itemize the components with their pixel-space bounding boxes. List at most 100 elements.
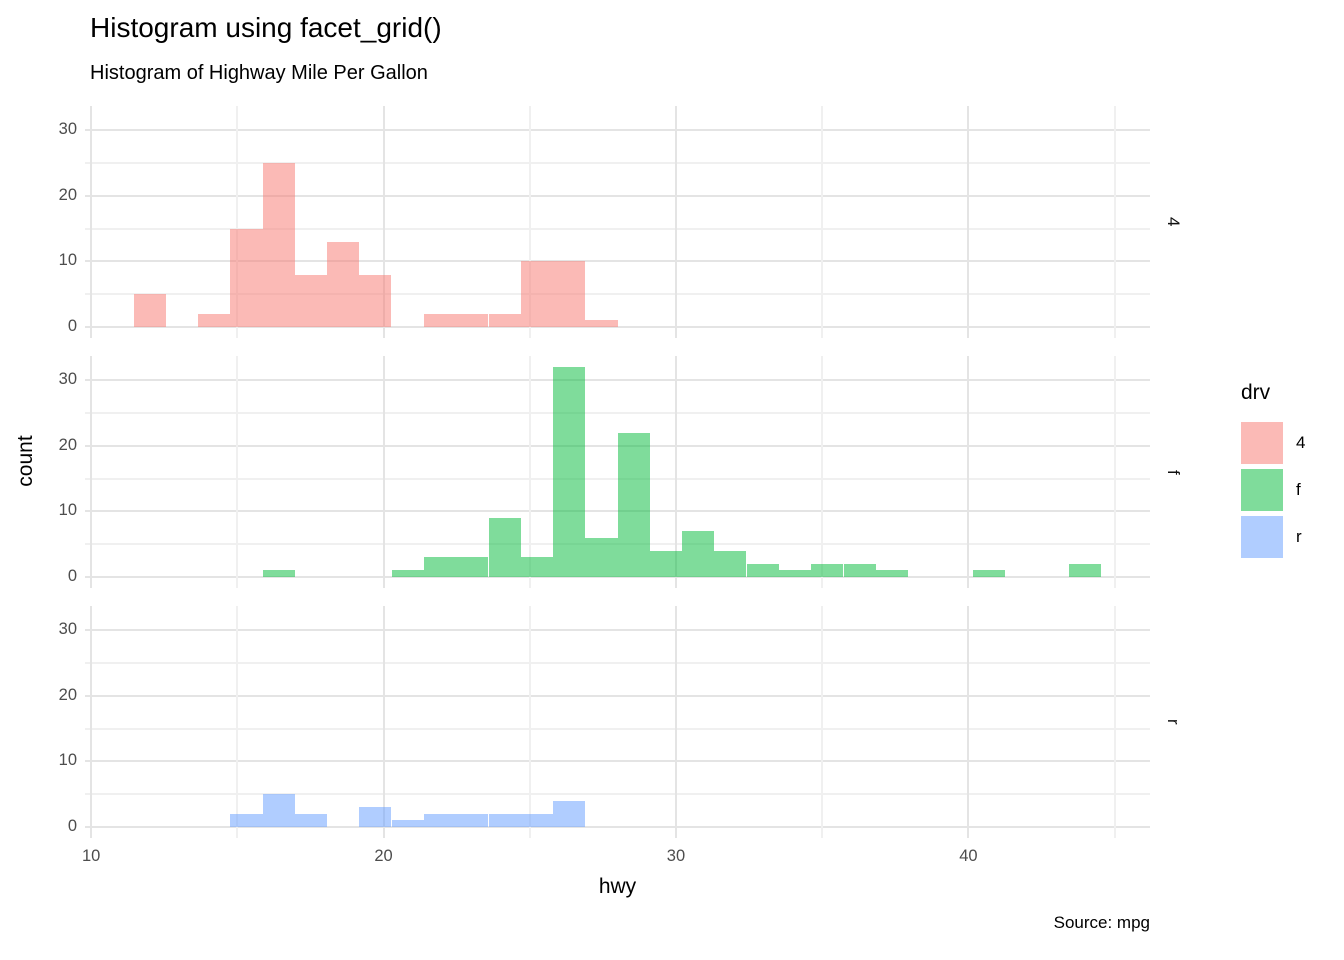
- histogram-bar: [843, 563, 876, 577]
- legend-item-r: r: [1241, 516, 1305, 558]
- gridline-major-horizontal: [85, 129, 1150, 132]
- histogram-bar: [423, 313, 457, 327]
- histogram-bar: [456, 557, 489, 577]
- legend-item-f: f: [1241, 469, 1305, 511]
- gridline-major-horizontal: [85, 760, 1150, 763]
- legend-title: drv: [1241, 381, 1271, 404]
- histogram-bar: [456, 313, 489, 327]
- histogram-bar: [520, 557, 553, 577]
- gridline-major-vertical: [967, 606, 970, 838]
- gridline-minor-horizontal: [85, 793, 1150, 796]
- gridline-major-vertical: [967, 356, 970, 588]
- histogram-bar: [391, 570, 424, 577]
- legend-swatch: [1241, 516, 1283, 558]
- histogram-bar: [746, 563, 779, 577]
- y-tick-label: 30: [58, 620, 77, 639]
- gridline-minor-vertical: [236, 106, 239, 338]
- gridline-major-vertical: [967, 106, 970, 338]
- y-tick-label: 10: [58, 751, 77, 770]
- gridline-major-vertical: [674, 106, 677, 338]
- histogram-bar: [585, 320, 618, 327]
- histogram-bar: [262, 570, 295, 577]
- legend-items: 4 f r: [1241, 422, 1305, 558]
- gridline-major-vertical: [382, 106, 385, 338]
- legend-label: f: [1296, 480, 1301, 499]
- y-tick-label: 30: [58, 370, 77, 389]
- legend-swatch: [1241, 422, 1283, 464]
- gridline-minor-horizontal: [85, 227, 1150, 230]
- y-tick-label: 20: [58, 685, 77, 704]
- legend: drv 4 f r: [1241, 381, 1305, 563]
- y-axis-title: count: [14, 435, 37, 487]
- histogram-bar: [585, 537, 618, 577]
- y-tick-label: 20: [58, 185, 77, 204]
- gridline-minor-horizontal: [85, 661, 1150, 664]
- gridline-major-vertical: [674, 606, 677, 838]
- gridline-major-horizontal: [85, 379, 1150, 382]
- facet-strip-r: r: [1164, 719, 1183, 725]
- histogram-bar: [617, 432, 650, 577]
- gridline-minor-horizontal: [85, 727, 1150, 730]
- histogram-bar: [552, 800, 586, 827]
- histogram-bar: [262, 163, 295, 327]
- histogram-bar: [488, 813, 521, 827]
- y-tick-label: 10: [58, 251, 77, 270]
- histogram-bar: [198, 313, 231, 327]
- gridline-minor-horizontal: [85, 293, 1150, 296]
- histogram-bar: [294, 813, 328, 827]
- plot-title: Histogram using facet_grid(): [90, 12, 442, 43]
- gridline-minor-vertical: [821, 106, 824, 338]
- x-tick-label: 10: [81, 847, 101, 865]
- histogram-bar: [230, 228, 263, 327]
- gridline-major-vertical: [674, 356, 677, 588]
- gridline-major-vertical: [382, 606, 385, 838]
- histogram-bar: [552, 261, 586, 327]
- histogram-bar: [972, 570, 1005, 577]
- legend-swatch: [1241, 469, 1283, 511]
- gridline-minor-horizontal: [85, 411, 1150, 414]
- legend-label: 4: [1296, 433, 1306, 452]
- y-tick-label: 0: [67, 566, 77, 585]
- gridline-minor-horizontal: [85, 161, 1150, 164]
- y-tick-label: 0: [67, 316, 77, 335]
- gridline-major-horizontal: [85, 194, 1150, 197]
- x-tick-label: 20: [374, 847, 393, 865]
- gridline-major-vertical: [90, 606, 93, 838]
- gridline-major-vertical: [90, 356, 93, 588]
- histogram-bar: [133, 294, 166, 327]
- histogram-bar: [552, 367, 586, 577]
- histogram-bar: [649, 550, 683, 577]
- histogram-bar: [359, 807, 392, 827]
- histogram-bar: [875, 570, 908, 577]
- histogram-bar: [391, 820, 424, 827]
- histogram-bar: [262, 794, 295, 827]
- histogram-bar: [1069, 563, 1102, 577]
- gridline-major-horizontal: [85, 694, 1150, 697]
- histogram-bar: [682, 531, 715, 577]
- gridline-major-vertical: [382, 356, 385, 588]
- gridline-major-vertical: [90, 106, 93, 338]
- facet-strip-4: 4: [1164, 217, 1183, 227]
- gridline-minor-vertical: [528, 606, 531, 838]
- gridline-minor-vertical: [1113, 606, 1116, 838]
- gridline-minor-vertical: [1113, 106, 1116, 338]
- histogram-bar: [359, 274, 392, 327]
- facet-strip-f: f: [1164, 469, 1183, 475]
- y-tick-label: 20: [58, 435, 77, 454]
- gridline-minor-vertical: [236, 606, 239, 838]
- caption: Source: mpg: [1053, 913, 1150, 932]
- y-tick-label: 0: [67, 816, 77, 835]
- gridline-minor-vertical: [821, 356, 824, 588]
- histogram-bar: [520, 261, 553, 327]
- histogram-bar: [488, 517, 521, 577]
- histogram-bar: [520, 813, 553, 827]
- x-tick-label: 40: [959, 847, 978, 865]
- gridline-minor-vertical: [1113, 356, 1116, 588]
- histogram-bar: [294, 274, 328, 327]
- gridline-major-horizontal: [85, 629, 1150, 632]
- histogram-bar: [811, 563, 844, 577]
- histogram-bar: [456, 813, 489, 827]
- histogram-bar: [778, 570, 812, 577]
- x-axis-title: hwy: [598, 875, 637, 898]
